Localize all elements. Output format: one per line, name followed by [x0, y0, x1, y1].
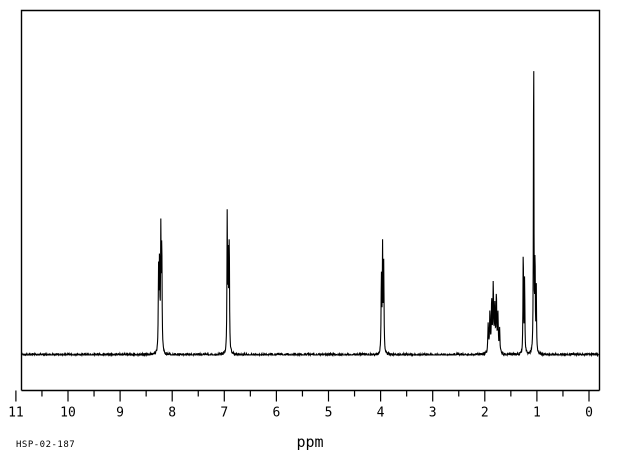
spectrum-trace: [21, 71, 599, 358]
axis-tick-label: 8: [168, 406, 176, 421]
axis-tick-label: 7: [220, 406, 228, 421]
plot-frame: [20, 9, 601, 392]
axis-tick-label: 6: [272, 406, 280, 421]
axis-tick-marks: [15, 390, 590, 402]
sample-id-label: HSP-02-187: [16, 440, 75, 450]
axis-tick-label: 4: [377, 406, 385, 421]
axis-tick-label: 2: [481, 406, 489, 421]
axis-tick-label: 0: [585, 406, 593, 421]
axis-tick-label: 5: [325, 406, 333, 421]
axis-tick-label: 3: [429, 406, 437, 421]
axis-tick-label: 9: [116, 406, 124, 421]
axis-title: ppm: [296, 433, 323, 451]
axis-tick-label: 11: [8, 406, 24, 421]
axis-tick-label: 10: [60, 406, 76, 421]
axis-tick-label: 1: [533, 406, 541, 421]
axis-tick-label-group: 11 10 9 8 7 6 5 4 3 2 1 0: [8, 406, 593, 421]
